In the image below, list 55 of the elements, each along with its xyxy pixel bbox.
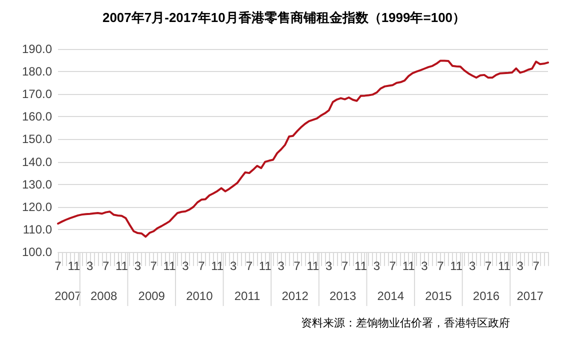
x-tick-label: 3: [373, 259, 380, 273]
text: 资料来源：差饷物业估价署，香港特区政府: [301, 316, 510, 330]
x-tick-label: 7: [54, 259, 62, 273]
x-tick-label: 7: [102, 259, 110, 273]
text: 2017: [516, 289, 544, 303]
text: 2010: [186, 289, 214, 303]
text: 2012: [282, 289, 309, 303]
text: 2016: [472, 289, 500, 303]
x-tick-label: 7: [341, 259, 348, 273]
x-tick-label: 3: [516, 259, 524, 273]
y-tick-label: 150.0: [22, 132, 52, 146]
chart-title: 2007年7月-2017年10月香港零售商铺租金指数（1999年=100）: [102, 10, 466, 25]
text: 2015: [425, 289, 452, 303]
x-tick-label: 11: [68, 259, 80, 273]
x-tick-label: 11: [211, 259, 224, 273]
x-tick-label: 3: [468, 259, 476, 273]
x-tick-label: 11: [354, 259, 368, 273]
y-tick-label: 170.0: [22, 87, 52, 102]
x-tick-label: 3: [134, 259, 142, 273]
x-tick-label: 11: [163, 259, 176, 273]
y-tick-label: 100.0: [22, 245, 52, 259]
y-tick-label: 140.0: [22, 154, 52, 169]
x-tick-label: 7: [484, 259, 492, 273]
x-tick-label: 3: [230, 259, 237, 273]
x-tick-label: 11: [402, 259, 416, 273]
text: 2013: [329, 289, 357, 303]
x-tick-label: 11: [450, 259, 463, 273]
x-tick-label: 7: [246, 259, 253, 273]
y-tick-label: 180.0: [22, 64, 52, 79]
text: 2014: [377, 289, 404, 303]
x-tick-label: 7: [532, 259, 540, 273]
text: 2011: [234, 289, 260, 303]
x-tick-label: 7: [198, 259, 206, 273]
x-tick-label: 7: [389, 259, 396, 273]
x-tick-label: 11: [498, 259, 511, 273]
y-tick-label: 120.0: [22, 200, 52, 214]
text: 2008: [90, 289, 118, 303]
y-tick-label: 190.0: [22, 42, 52, 56]
x-tick-label: 3: [326, 259, 333, 273]
text: 2007: [54, 289, 82, 303]
x-tick-label: 7: [437, 259, 444, 273]
y-tick-label: 110.0: [22, 222, 52, 236]
x-tick-label: 3: [86, 259, 94, 273]
text: 2009: [138, 289, 166, 303]
y-tick-label: 160.0: [22, 110, 52, 124]
x-tick-label: 3: [182, 259, 190, 273]
x-tick-label: 3: [421, 259, 428, 273]
x-tick-label: 11: [116, 259, 128, 273]
x-tick-label: 7: [294, 259, 301, 273]
x-tick-label: 11: [258, 259, 272, 273]
x-tick-label: 11: [306, 259, 320, 273]
y-tick-label: 130.0: [22, 177, 52, 192]
line-series: [57, 60, 549, 238]
x-tick-label: 3: [278, 259, 285, 273]
x-tick-label: 7: [150, 259, 158, 273]
